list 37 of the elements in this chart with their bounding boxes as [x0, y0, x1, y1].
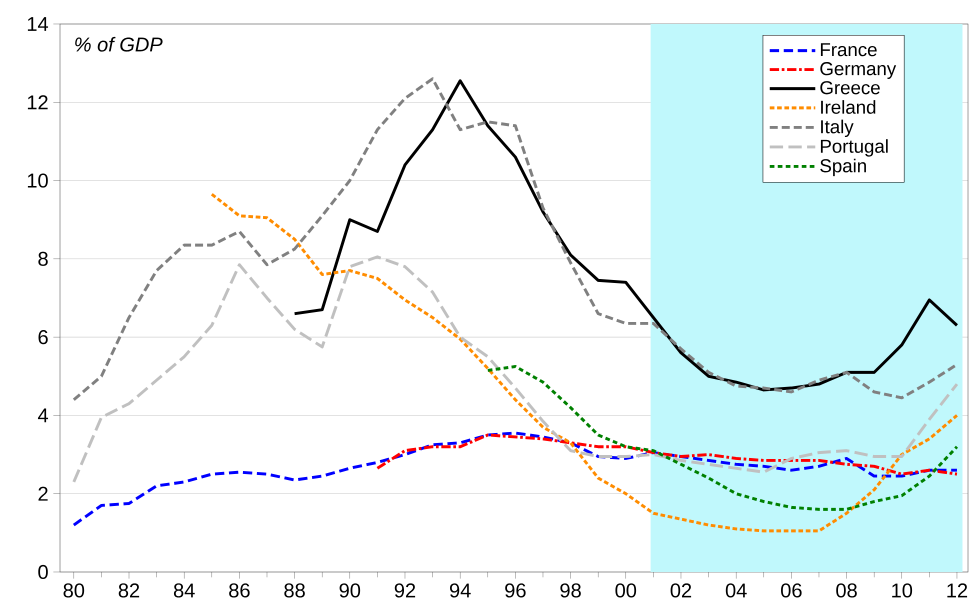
x-tick-label: 96	[505, 583, 526, 598]
legend-label: Italy	[821, 120, 854, 138]
x-tick-label: 80	[64, 583, 84, 598]
y-tick-label: 6	[38, 330, 48, 344]
legend-label: Spain	[820, 158, 866, 176]
line-series	[72, 432, 958, 526]
y-tick-label: 0	[38, 564, 48, 580]
y-tick-label: 10	[28, 173, 48, 188]
annotation: % of GDP	[75, 36, 163, 52]
legend-label: Germany	[820, 62, 896, 79]
legend-label: Greece	[820, 81, 880, 94]
y-tick-label: 2	[38, 486, 48, 501]
x-tick-label: 12	[947, 583, 968, 598]
x-tick-label: 82	[118, 583, 140, 598]
y-tick-label: 14	[28, 17, 48, 31]
x-tick-label: 00	[615, 583, 636, 598]
x-tick-label: 92	[394, 583, 416, 598]
x-tick-label: 04	[726, 583, 747, 598]
x-tick-label: 84	[174, 583, 195, 598]
line-series	[72, 77, 958, 402]
y-tick-label: 12	[28, 95, 48, 110]
x-tick-label: 06	[781, 583, 802, 598]
x-tick-label: 02	[670, 583, 692, 598]
x-tick-label: 10	[892, 583, 912, 598]
y-tick-label: 8	[38, 252, 48, 266]
y-tick-label: 4	[38, 408, 48, 422]
legend-label: Ireland	[821, 100, 876, 114]
x-tick-label: 86	[229, 583, 250, 598]
line-series	[293, 79, 958, 392]
line-series	[486, 365, 958, 511]
x-tick-label: 08	[836, 583, 857, 598]
legend-label: France	[820, 43, 877, 56]
legend-label: Portugal	[820, 139, 888, 157]
x-tick-label: 94	[450, 583, 471, 598]
x-tick-label: 98	[560, 583, 581, 598]
x-tick-label: 88	[284, 583, 305, 598]
x-tick-label: 90	[340, 583, 360, 598]
